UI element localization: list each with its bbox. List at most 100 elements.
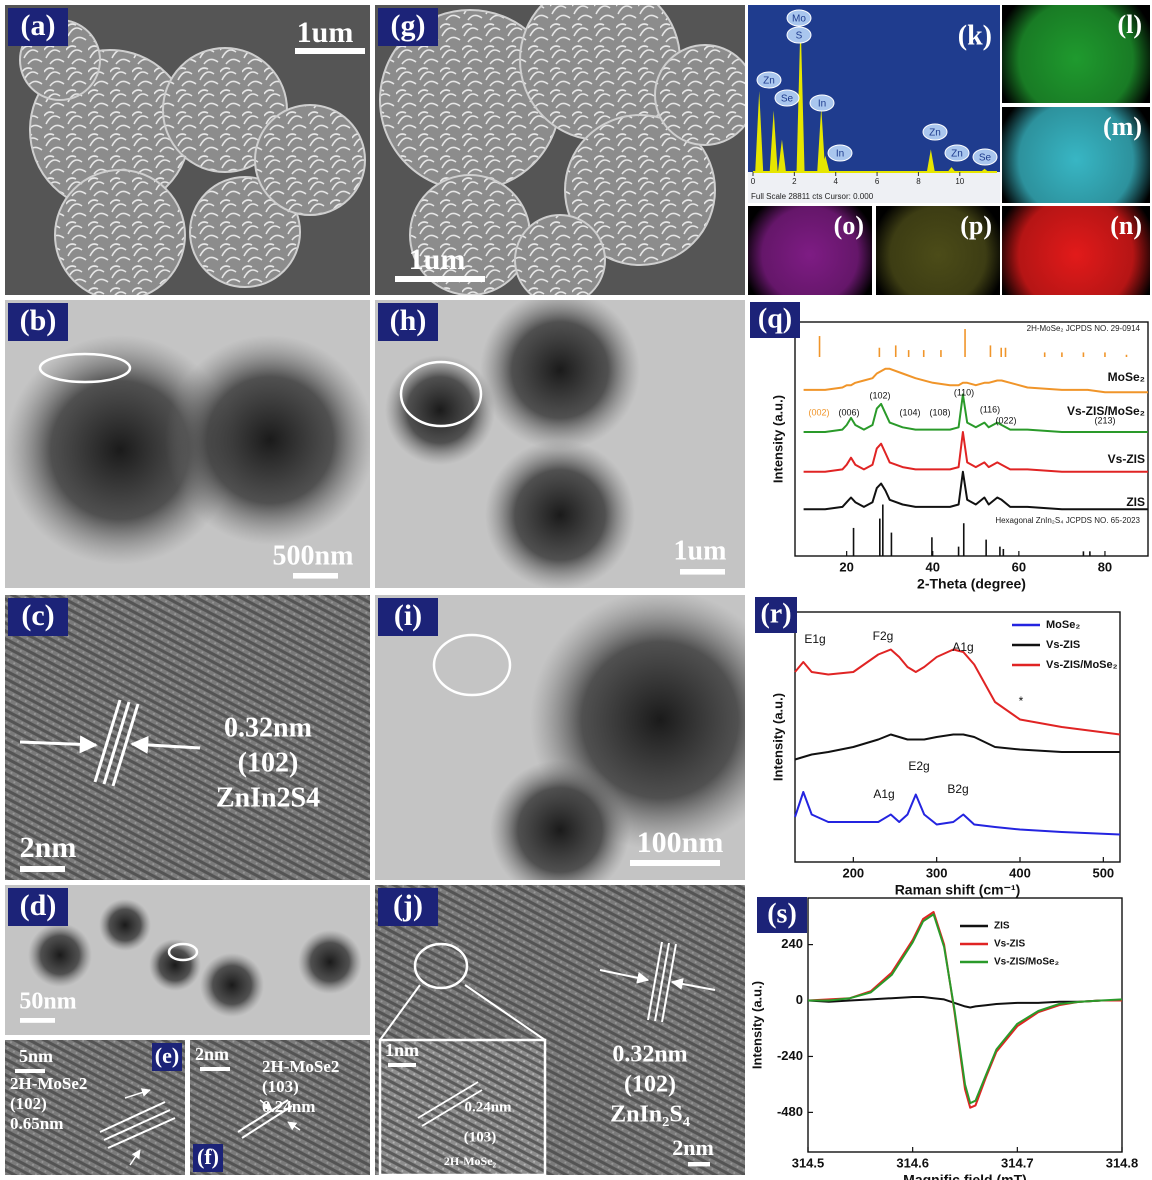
scale-bar	[688, 1162, 710, 1166]
band-label: B2g	[947, 782, 968, 796]
legend-label: MoSe₂	[1046, 619, 1080, 631]
lattice-annotation: 0.65nm	[10, 1114, 63, 1133]
reference-title: 2H-MoSe₂ JCPDS NO. 29-0914	[1027, 324, 1141, 333]
lattice-annotation: 0.24nm	[464, 1099, 512, 1115]
scale-bar-label: 100nm	[637, 826, 724, 859]
scale-bar	[388, 1063, 416, 1067]
panel-label: (s)	[767, 898, 797, 929]
scale-bar-label: 1um	[297, 16, 354, 49]
panel-label: (d)	[20, 889, 57, 922]
figure: (a)1um(g)1um(b)500nm(h)1um(c)2nm0.32nm(1…	[0, 0, 1152, 1180]
series-label: Vs-ZIS	[1108, 452, 1145, 466]
x-tick-label: 8	[916, 177, 921, 186]
x-tick-label: 6	[875, 177, 880, 186]
peak-index: (002)	[808, 407, 829, 417]
x-tick-label: 20	[839, 559, 853, 574]
y-axis-title: Intensity (a.u.)	[770, 693, 785, 781]
lattice-annotation: (102)	[10, 1094, 47, 1113]
x-tick-label: 0	[751, 177, 756, 186]
peak-index: (110)	[954, 387, 974, 397]
series-label: MoSe₂	[1108, 370, 1145, 384]
panel-label: (e)	[155, 1043, 179, 1068]
panel-label: (o)	[834, 211, 864, 240]
y-axis-title: Intensity (a.u.)	[749, 981, 764, 1069]
x-tick-label: 4	[833, 177, 838, 186]
peak-label: Zn	[929, 128, 941, 139]
scale-bar-label: 2nm	[672, 1135, 714, 1160]
peak-label: S	[796, 31, 803, 42]
peak-label: Se	[979, 153, 992, 164]
peak-label: Se	[781, 94, 794, 105]
x-tick-label: 400	[1009, 865, 1031, 880]
lattice-annotation: 2H-MoSe2	[10, 1074, 87, 1093]
particle	[165, 335, 375, 545]
scale-bar-label: 500nm	[273, 540, 354, 571]
panel-label: (i)	[394, 599, 422, 632]
particle	[480, 290, 640, 450]
lattice-annotation: (103)	[464, 1129, 497, 1145]
panel-label: (r)	[760, 598, 791, 629]
panel-label: (b)	[20, 304, 57, 337]
scale-bar	[20, 1018, 55, 1023]
scale-bar	[15, 1069, 45, 1073]
lattice-annotation: 0.32nm	[612, 1042, 687, 1068]
legend-label: Vs-ZIS/MoSe₂	[994, 957, 1059, 968]
peak-index: (213)	[1094, 415, 1115, 425]
panel-label: (n)	[1110, 211, 1142, 240]
lattice-annotation: 2H-MoSe2	[262, 1057, 339, 1076]
lattice-annotation: 0.24nm	[262, 1097, 315, 1116]
lattice-annotation: 0.32nm	[224, 712, 312, 743]
panel-label: (k)	[958, 20, 992, 51]
scale-bar-label: 5nm	[19, 1046, 53, 1066]
peak-label: Zn	[951, 149, 963, 160]
scale-bar	[395, 276, 485, 282]
x-tick-label: 314.8	[1106, 1155, 1139, 1170]
x-tick-label: 10	[955, 177, 964, 186]
x-axis-title: 2-Theta (degree)	[917, 576, 1026, 592]
particle	[485, 440, 635, 590]
reference-title: Hexagonal ZnIn₂S₄ JCPDS NO. 65-2023	[995, 516, 1140, 525]
x-tick-label: 200	[842, 865, 864, 880]
particle	[490, 760, 630, 900]
y-tick-label: 0	[796, 992, 803, 1007]
particle	[385, 355, 495, 465]
scale-bar	[680, 569, 725, 575]
scale-bar	[293, 573, 338, 579]
panel-label: (g)	[391, 9, 426, 42]
peak-index: (022)	[995, 415, 1016, 425]
y-tick-label: 240	[781, 936, 803, 951]
band-label: *	[1019, 694, 1024, 708]
scale-bar-label: 1nm	[385, 1040, 419, 1060]
band-label: A1g	[952, 640, 973, 654]
legend-label: ZIS	[994, 921, 1010, 932]
microsphere	[515, 215, 605, 305]
scale-bar-label: 2nm	[195, 1044, 229, 1064]
panel-label: (f)	[197, 1144, 219, 1169]
scale-bar	[200, 1067, 230, 1071]
lattice-annotation: (102)	[238, 747, 299, 778]
legend-label: Vs-ZIS	[994, 939, 1025, 950]
scale-bar-label: 1um	[409, 243, 466, 276]
band-label: F2g	[873, 629, 894, 643]
y-axis-title: Intensity (a.u.)	[770, 395, 785, 483]
particle	[28, 923, 92, 987]
panel-label: (m)	[1103, 112, 1142, 141]
panel-label: (a)	[21, 9, 56, 42]
peak-index: (116)	[980, 404, 1000, 414]
legend-label: Vs-ZIS/MoSe₂	[1046, 659, 1118, 671]
peak-label: Zn	[763, 76, 775, 87]
peak-label: Mo	[792, 14, 806, 25]
lattice-annotation: 2H-MoSe₂	[444, 1154, 497, 1168]
series-label: ZIS	[1126, 495, 1145, 509]
y-tick-label: -480	[777, 1104, 803, 1119]
x-tick-label: 60	[1012, 559, 1026, 574]
scale-bar	[295, 48, 365, 54]
scale-bar-label: 50nm	[19, 989, 76, 1015]
x-axis-title: Magnific field (mT)	[903, 1172, 1027, 1180]
scale-bar	[20, 866, 65, 872]
band-label: E2g	[908, 759, 929, 773]
microsphere	[255, 105, 365, 215]
peak-label: In	[836, 149, 844, 160]
peak-index: (108)	[929, 407, 950, 417]
band-label: A1g	[873, 787, 894, 801]
